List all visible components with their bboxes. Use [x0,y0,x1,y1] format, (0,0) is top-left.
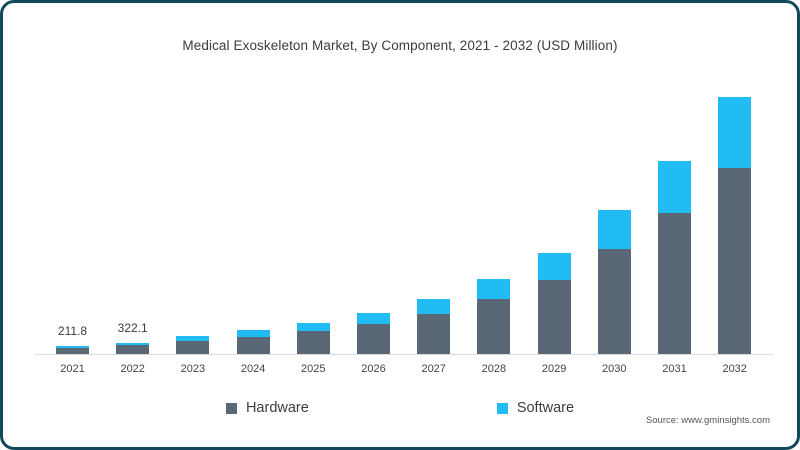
chart-legend: Hardware Software [6,400,794,416]
bar-group-2028[interactable] [477,279,511,354]
plot-area: 211.8 2021 322.1 2022 2023 2024 2025 2026 2027 20… [6,6,794,444]
legend-item-hardware[interactable]: Hardware [225,400,309,416]
x-axis-label-2023: 2023 [180,363,206,375]
bar-segment-software-2022[interactable] [116,342,150,346]
bar-group-2031[interactable] [658,160,691,354]
bar-group-2024[interactable] [236,330,270,354]
legend-label-hardware: Hardware [245,400,309,416]
bar-group-2029[interactable] [537,252,571,354]
bar-segment-software-2032[interactable] [718,97,752,169]
x-axis-label-2030: 2030 [602,363,627,375]
x-axis-line [34,354,774,355]
bar-segment-software-2026[interactable] [357,312,390,325]
bar-segment-hardware-2028[interactable] [477,299,511,354]
bar-segment-hardware-2031[interactable] [658,213,691,354]
bar-value-label-2021: 211.8 [57,324,88,339]
bar-segment-software-2025[interactable] [296,322,330,332]
bar-segment-software-2030[interactable] [597,210,631,250]
x-axis-label-2022: 2022 [120,363,145,375]
x-axis-label-2025: 2025 [301,363,326,375]
bar-group-2021[interactable] [56,346,89,354]
legend-item-software[interactable]: Software [496,400,575,416]
bar-group-2023[interactable] [176,336,210,354]
x-axis-label-2031: 2031 [662,363,687,375]
bar-segment-hardware-2032[interactable] [718,168,752,354]
bar-segment-hardware-2022[interactable] [116,345,150,354]
bar-segment-hardware-2026[interactable] [357,324,390,354]
bar-segment-hardware-2023[interactable] [176,340,210,354]
bar-group-2025[interactable] [296,322,330,354]
bar-segment-hardware-2025[interactable] [296,331,330,354]
x-axis-label-2027: 2027 [421,363,446,375]
bar-segment-software-2027[interactable] [417,298,451,314]
chart-title: Medical Exoskeleton Market, By Component… [182,38,618,53]
bar-segment-hardware-2027[interactable] [417,313,451,354]
bar-group-2027[interactable] [417,298,451,354]
bar-segment-hardware-2021[interactable] [56,348,89,354]
bar-group-2030[interactable] [597,210,631,354]
legend-swatch-software [496,402,508,414]
bar-segment-software-2031[interactable] [658,160,691,214]
legend-label-software: Software [516,400,575,416]
bar-segment-software-2023[interactable] [176,336,210,341]
bar-value-label-2022: 322.1 [117,320,148,335]
bar-group-2032[interactable] [718,97,752,354]
x-axis-label-2026: 2026 [361,363,386,375]
bar-segment-software-2024[interactable] [236,330,270,337]
bar-segment-hardware-2029[interactable] [537,279,571,354]
bar-group-2022[interactable] [116,342,150,354]
source-attribution: Source: www.gminsights.com [645,415,770,426]
legend-swatch-hardware [225,402,237,414]
chart-canvas: Medical Exoskeleton Market, By Component… [6,6,794,444]
bar-segment-software-2028[interactable] [477,279,511,300]
bar-segment-software-2029[interactable] [537,252,571,280]
x-axis-label-2029: 2029 [541,363,567,375]
x-axis-label-2024: 2024 [240,363,266,375]
x-axis-label-2032: 2032 [722,363,747,375]
x-axis-label-2028: 2028 [481,363,507,375]
bar-segment-hardware-2030[interactable] [597,249,631,354]
bar-segment-hardware-2024[interactable] [236,336,270,354]
bar-segment-software-2021[interactable] [56,346,89,349]
bar-group-2026[interactable] [357,312,390,354]
x-axis-label-2021: 2021 [60,363,85,375]
